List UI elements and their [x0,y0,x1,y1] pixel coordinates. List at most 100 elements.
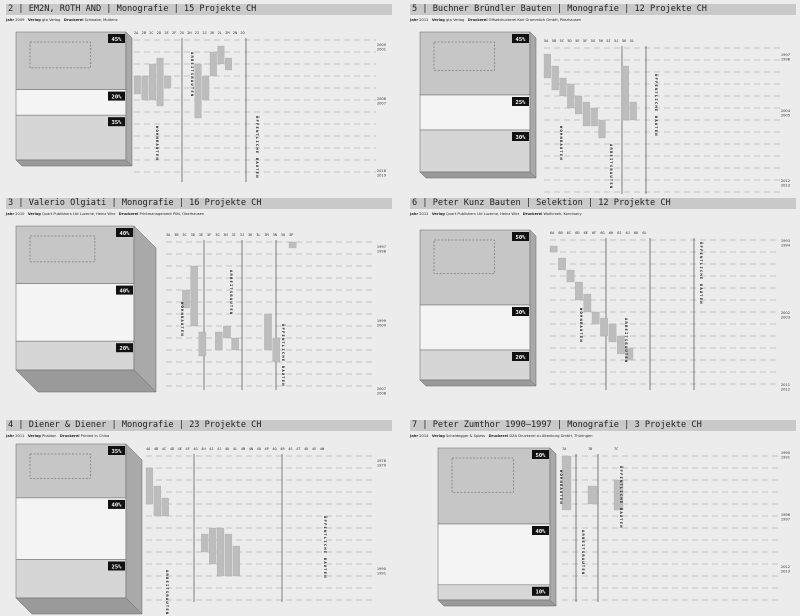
panel-meta: Jahr 2012 Verlag Quart Publishers Ltd Lu… [410,212,582,216]
year-end: 1997 [781,518,790,522]
year-start: 2006 [377,97,387,101]
panel-header: 2 | EM2N, ROTH AND | Monografie | 15 Pro… [6,4,392,15]
percent-badge [108,499,125,509]
project-code: 3P [289,233,293,237]
project-code: 6E [584,231,588,235]
project-code: 3F [207,233,211,237]
project-block [543,53,551,79]
share-segment [15,225,135,284]
project-block [164,75,172,89]
project-block [264,313,272,351]
percent-badge [532,586,549,596]
project-block [145,467,154,505]
project-code: 3K [248,233,253,237]
project-block [190,265,198,327]
percent-badge [512,307,529,316]
panel-meta: Jahr 2009 Verlag gta Verlag Druckerei Sc… [6,18,118,22]
diagram-buchner: 45% 25% 30% 5A 5B 5C 5D 5E 5F 5G 5H 5I 5J 5K 5L WOHNBAU… [419,31,791,194]
project-code: 4K [225,447,230,451]
project-block [216,527,225,577]
project-block [202,75,210,101]
project-block [575,281,583,301]
year-end: 1998 [781,58,791,62]
percent-badge [108,34,125,43]
panel-diener: 4 | Diener & Diener | Monografie | 23 Pr… [6,420,394,616]
project-block [591,311,600,325]
project-block [625,347,634,361]
share-segment [419,229,531,306]
category-label: ARBEITSBAUTEN [190,52,195,97]
project-code: 2F [172,31,176,35]
project-code: 4M [241,447,246,451]
share-segment [15,31,127,90]
project-block [288,241,297,249]
year-end: 2001 [377,48,386,52]
percent-label: 20% [112,94,123,100]
diagram-em2n: 45% 20% 35% 2A 2B 2C 2D 2E 2F 2G 2H 2I 2J 2K 2L 2M 2N 2O W… [15,31,387,182]
percent-label: 40% [536,529,547,535]
project-block [232,545,240,577]
category-label: ARBEITSBAUTEN [581,530,586,575]
project-block [215,331,223,351]
project-code: 3N [273,233,277,237]
panel-buchner: 5 | Buchner Bründler Bauten | Monografie… [410,4,798,200]
project-block [182,289,190,309]
percent-badge [512,97,529,106]
box-side [529,229,537,387]
percent-badge [532,450,549,459]
project-code: 4R [280,447,285,451]
project-code: 5K [622,39,627,43]
panel-meta: Jahr 2011 Verlag Phaidon Druckerei Print… [6,434,110,438]
category-label: WOHNBAUTEN [559,126,564,161]
year-start: 2000 [377,43,387,47]
year-end: 2008 [377,392,387,396]
project-code: 4W [320,447,325,451]
project-code: 3C [182,233,186,237]
percent-label: 40% [112,503,123,509]
percent-badge [108,117,125,127]
project-code: 4A [146,447,151,451]
project-block [600,317,608,337]
project-code: 2I [195,31,199,35]
year-start: 2012 [781,179,790,183]
year-end: 2013 [781,184,790,188]
project-block [231,337,239,351]
percent-label: 45% [516,37,527,43]
year-end: 2019 [377,174,387,178]
project-code: 2A [134,31,139,35]
category-label: ARBEITSBAUTEN [624,318,629,363]
project-block [608,323,617,343]
panel-meta: Jahr 2010 Verlag Quart Publishers Ltd Lu… [6,212,205,216]
box-side [125,443,143,615]
project-block [272,337,280,363]
category-label: ÖFFENTLICHE BAUTEN [654,74,659,137]
percent-label: 30% [516,135,527,141]
year-start: 1997 [781,53,790,57]
share-segment [15,340,135,371]
project-code: 2K [210,31,215,35]
project-code: 3D [191,233,195,237]
share-segment [437,523,551,586]
project-block [133,75,141,95]
project-code: 5F [583,39,587,43]
project-block [551,65,559,91]
project-code: 6D [575,231,579,235]
project-block [223,325,231,339]
percent-badge [108,561,125,571]
diagram-zumthor: 50% 40% 10% 7A 7B 7C WOHNBAUTEN ARBEITSBAUTEN ÖF… [437,447,791,607]
project-code: 6B [558,231,562,235]
project-code: 6H [609,231,613,235]
category-label: WOHNBAUTEN [155,126,160,161]
project-code: 2M [225,31,230,35]
category-label: ÖFFENTLICHE BAUTEN [699,242,704,305]
project-code: 3J [240,233,244,237]
year-start: 1993 [781,239,790,243]
percent-label: 40% [120,231,131,237]
category-label: WOHNBAUTEN [559,470,564,505]
percent-badge [512,352,529,361]
panel-header: 3 | Valerio Olgiati | Monografie | 16 Pr… [6,198,392,209]
year-end: 1991 [377,572,386,576]
project-code: 3H [223,233,227,237]
box-side [125,31,133,167]
project-code: 4V [312,447,317,451]
